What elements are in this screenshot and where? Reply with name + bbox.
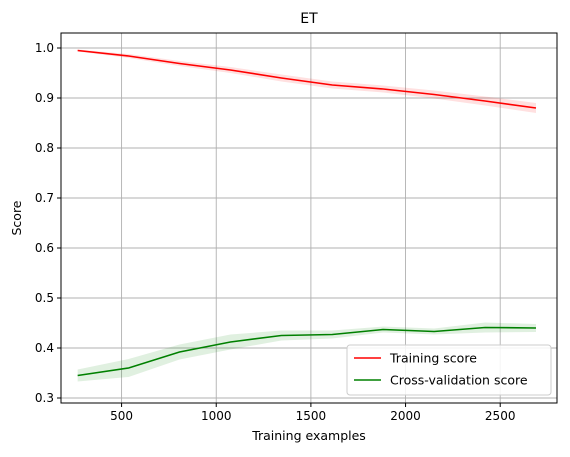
y-tick-label: 0.8 [35,141,54,155]
x-tick-label: 500 [110,409,133,423]
y-tick-label: 0.9 [35,91,54,105]
chart-title: ET [300,11,318,27]
x-tick-label: 1500 [296,409,327,423]
y-tick-label: 0.6 [35,241,54,255]
y-tick-label: 1.0 [35,41,54,55]
x-axis-label: Training examples [251,428,366,443]
x-tick-label: 1000 [201,409,232,423]
x-tick-label: 2000 [390,409,421,423]
y-tick-label: 0.3 [35,391,54,405]
legend: Training score Cross-validation score [347,345,551,395]
x-tick-label: 2500 [485,409,516,423]
y-tick-label: 0.4 [35,341,54,355]
y-tick-label: 0.7 [35,191,54,205]
y-axis-label: Score [9,200,24,235]
y-tick-label: 0.5 [35,291,54,305]
legend-entry-1: Cross-validation score [390,373,528,388]
legend-entry-0: Training score [389,351,477,366]
